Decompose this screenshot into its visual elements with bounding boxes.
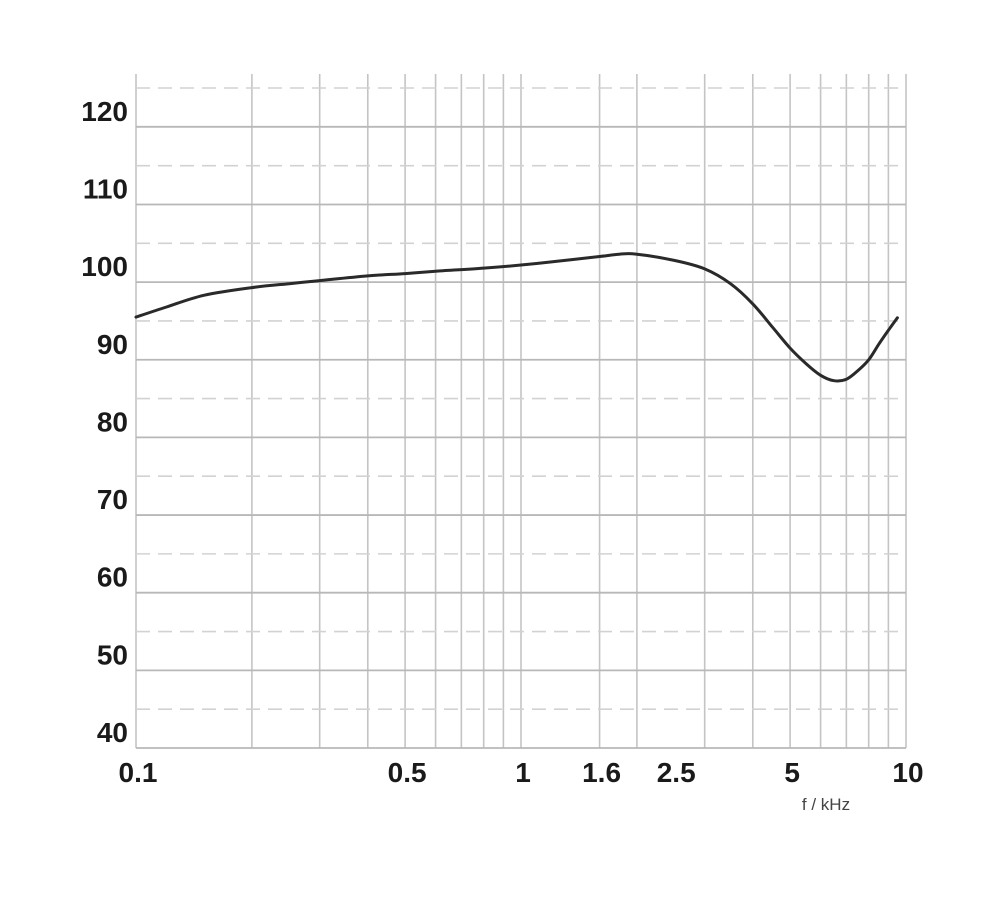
curve-layer [134, 252, 899, 383]
x-tick-label: 5 [784, 757, 800, 788]
x-axis-labels: 0.1 0.5 1 1.6 2.5 5 10 [119, 757, 924, 788]
y-tick-label: 90 [97, 329, 128, 360]
grid [135, 74, 907, 749]
y-tick-label: 100 [81, 251, 128, 282]
y-tick-label: 80 [97, 406, 128, 437]
x-tick-label: 2.5 [657, 757, 696, 788]
x-tick-label: 10 [892, 757, 923, 788]
y-tick-label: 60 [97, 562, 128, 593]
x-axis-title: f / kHz [802, 795, 850, 814]
x-tick-label: 0.5 [388, 757, 427, 788]
y-tick-label: 40 [97, 717, 128, 748]
y-tick-label: 70 [97, 484, 128, 515]
y-axis-labels: 40 50 60 70 80 90 100 110 120 [81, 96, 128, 748]
x-tick-label: 0.1 [119, 757, 158, 788]
x-tick-label: 1 [515, 757, 531, 788]
y-tick-label: 120 [81, 96, 128, 127]
y-tick-label: 110 [83, 173, 128, 204]
series-line [134, 252, 899, 383]
x-tick-label: 1.6 [582, 757, 621, 788]
y-tick-label: 50 [97, 639, 128, 670]
